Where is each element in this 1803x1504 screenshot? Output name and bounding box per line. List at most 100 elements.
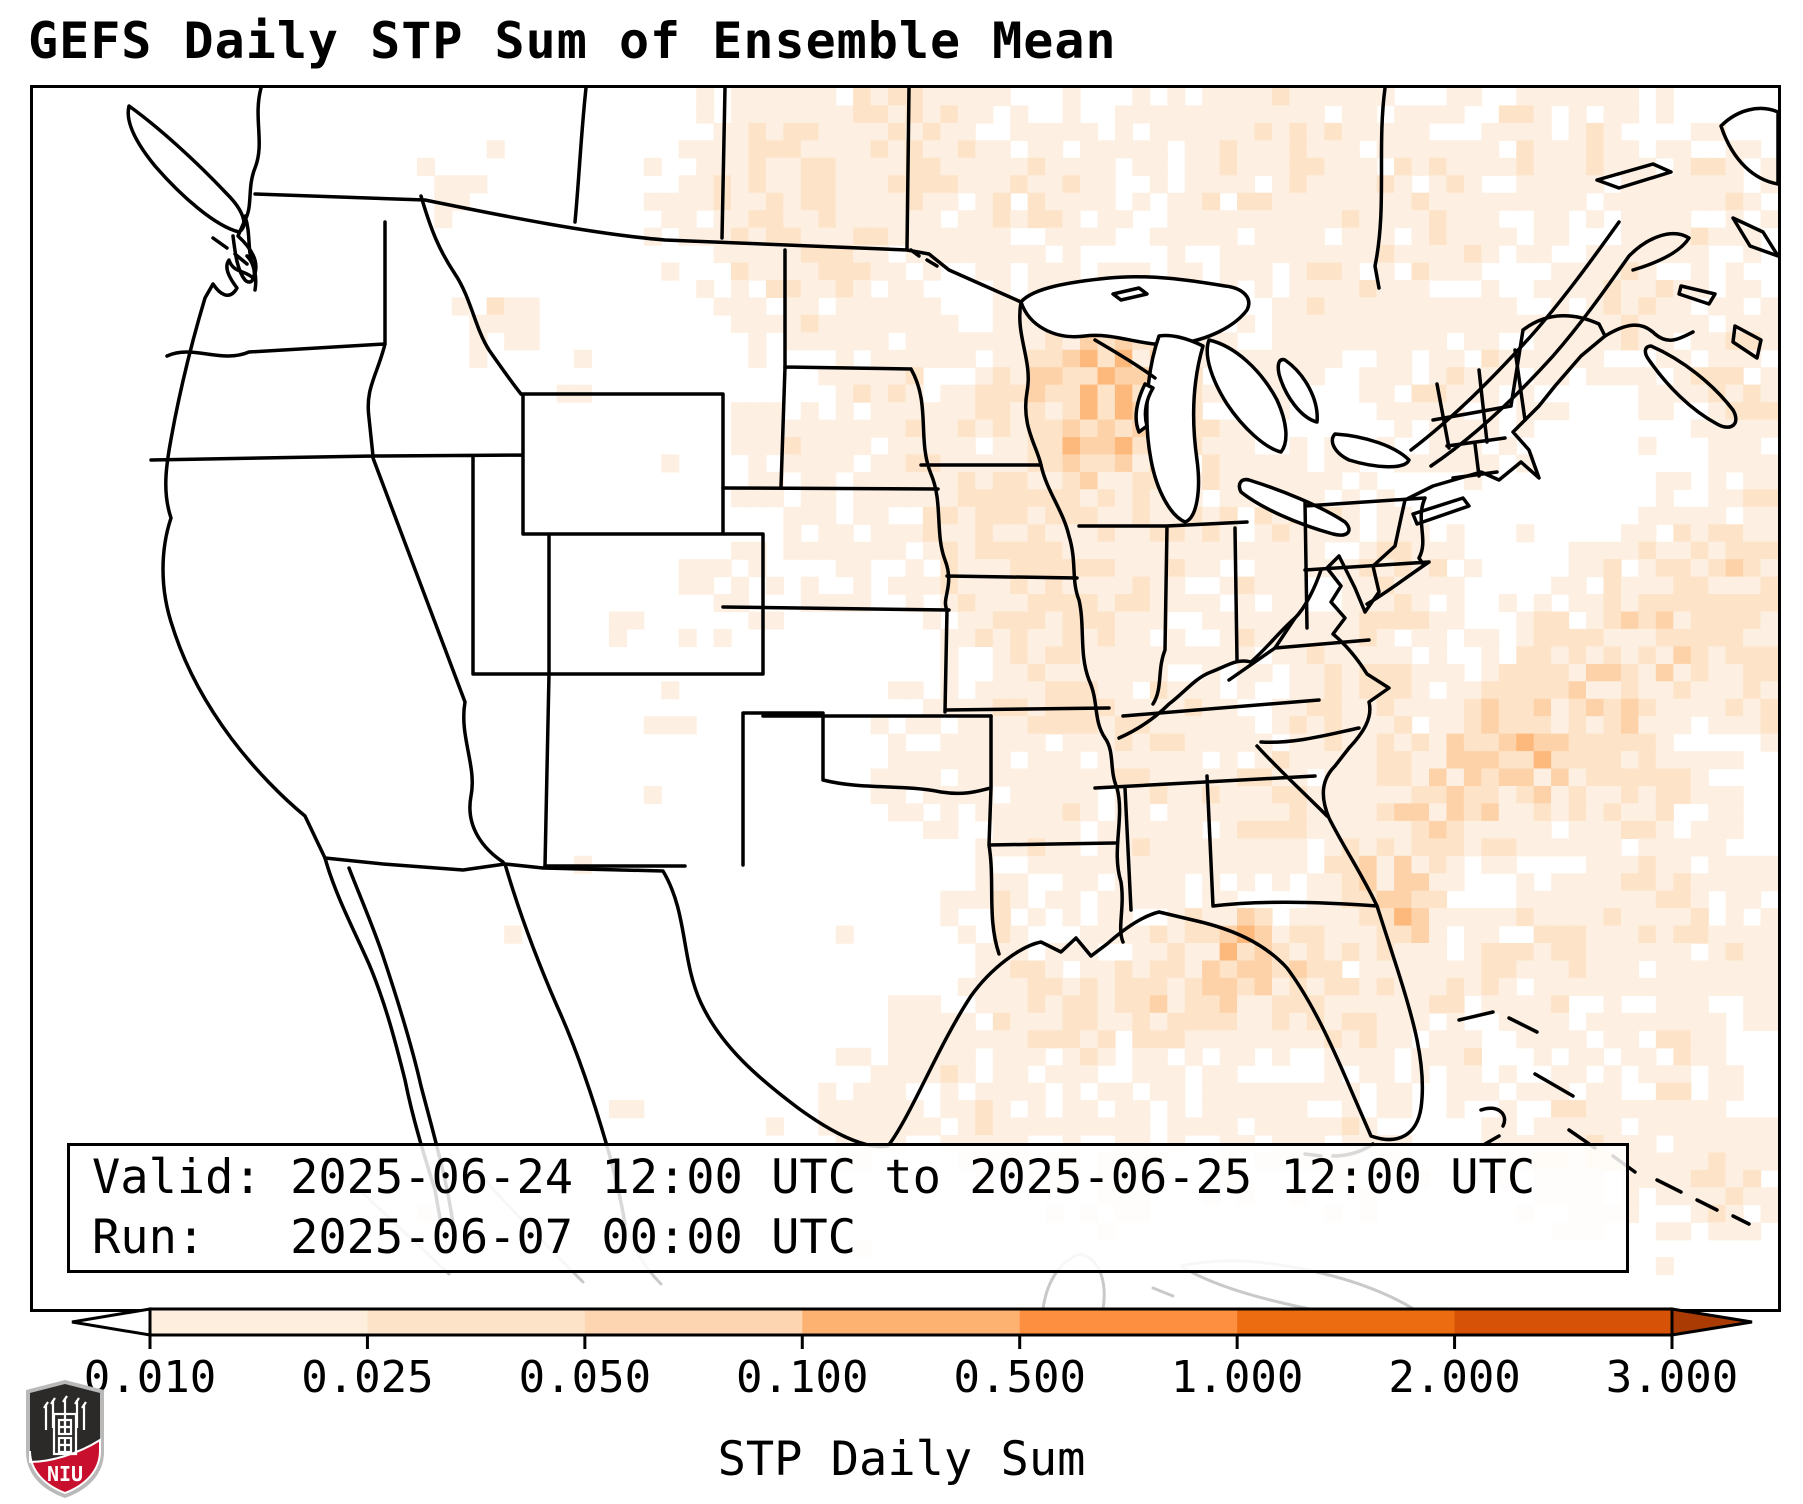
heatmap-cell: [1760, 873, 1778, 892]
heatmap-cell: [1080, 541, 1099, 560]
heatmap-cell: [661, 454, 680, 473]
heatmap-cell: [957, 122, 976, 141]
heatmap-cell: [888, 1012, 907, 1031]
heatmap-cell: [835, 402, 854, 421]
heatmap-cell: [905, 803, 924, 822]
heatmap-cell: [1080, 419, 1099, 438]
heatmap-cell: [1411, 786, 1430, 805]
heatmap-cell: [1027, 419, 1046, 438]
heatmap-cell: [1254, 820, 1273, 839]
heatmap-cell: [1376, 384, 1395, 403]
heatmap-cell: [1376, 820, 1395, 839]
heatmap-cell: [1114, 471, 1133, 490]
heatmap-cell: [1394, 175, 1413, 194]
heatmap-cell: [1725, 786, 1744, 805]
heatmap-cell: [1551, 1012, 1570, 1031]
heatmap-cell: [1202, 786, 1221, 805]
heatmap-cell: [1341, 157, 1360, 176]
heatmap-cell: [1045, 1065, 1064, 1084]
heatmap-cell: [888, 681, 907, 700]
heatmap-cell: [1080, 349, 1099, 368]
heatmap-cell: [975, 855, 994, 874]
heatmap-cell: [853, 210, 872, 229]
heatmap-cell: [1586, 541, 1605, 560]
heatmap-cell: [1463, 157, 1482, 176]
heatmap-cell: [992, 803, 1011, 822]
heatmap-cell: [835, 1100, 854, 1119]
heatmap-cell: [1533, 192, 1552, 211]
heatmap-cell: [1219, 1030, 1238, 1049]
heatmap-cell: [1132, 471, 1151, 490]
heatmap-cell: [1132, 349, 1151, 368]
heatmap-cell: [748, 227, 767, 246]
heatmap-cell: [1725, 908, 1744, 927]
heatmap-cell: [1341, 943, 1360, 962]
heatmap-cell: [888, 1065, 907, 1084]
heatmap-cell: [940, 698, 959, 717]
heatmap-cell: [1568, 192, 1587, 211]
heatmap-cell: [1498, 943, 1517, 962]
heatmap-cell: [1446, 524, 1465, 543]
heatmap-cell: [1324, 890, 1343, 909]
heatmap-cell: [1219, 786, 1238, 805]
heatmap-cell: [1062, 454, 1081, 473]
heatmap-cell: [1638, 297, 1657, 316]
heatmap-cell: [416, 157, 435, 176]
heatmap-cell: [1376, 1012, 1395, 1031]
heatmap-cell: [818, 437, 837, 456]
heatmap-cell: [1411, 611, 1430, 630]
heatmap-cell: [1481, 314, 1500, 333]
heatmap-cell: [1376, 349, 1395, 368]
heatmap-cell: [992, 332, 1011, 351]
heatmap-cell: [1516, 786, 1535, 805]
heatmap-cell: [1690, 681, 1709, 700]
heatmap-cell: [1184, 855, 1203, 874]
heatmap-cell: [835, 541, 854, 560]
heatmap-cell: [1306, 105, 1325, 124]
heatmap-cell: [1429, 890, 1448, 909]
heatmap-cell: [1603, 1030, 1622, 1049]
heatmap-cell: [1097, 192, 1116, 211]
heatmap-cell: [1045, 1030, 1064, 1049]
heatmap-cell: [1324, 908, 1343, 927]
heatmap-cell: [922, 227, 941, 246]
heatmap-cell: [1603, 594, 1622, 613]
heatmap-cell: [1219, 646, 1238, 665]
heatmap-cell: [957, 227, 976, 246]
heatmap-cell: [1149, 995, 1168, 1014]
heatmap-cell: [940, 1065, 959, 1084]
heatmap-cell: [992, 908, 1011, 927]
heatmap-cell: [1080, 960, 1099, 979]
heatmap-cell: [1429, 227, 1448, 246]
heatmap-cell: [1516, 873, 1535, 892]
heatmap-cell: [1359, 105, 1378, 124]
heatmap-cell: [835, 349, 854, 368]
heatmap-cell: [870, 105, 889, 124]
heatmap-cell: [1097, 227, 1116, 246]
heatmap-cell: [1551, 925, 1570, 944]
heatmap-cell: [922, 576, 941, 595]
heatmap-cell: [1586, 1082, 1605, 1101]
heatmap-cell: [957, 925, 976, 944]
heatmap-cell: [992, 838, 1011, 857]
heatmap-cell: [1202, 1082, 1221, 1101]
heatmap-cell: [1184, 559, 1203, 578]
heatmap-cell: [940, 733, 959, 752]
heatmap-cell: [1272, 803, 1291, 822]
heatmap-cell: [1621, 332, 1640, 351]
heatmap-cell: [1463, 908, 1482, 927]
heatmap-cell: [1481, 925, 1500, 944]
heatmap-cell: [1272, 245, 1291, 264]
heatmap-cell: [1760, 663, 1778, 682]
heatmap-cell: [818, 175, 837, 194]
heatmap-cell: [1114, 384, 1133, 403]
heatmap-cell: [853, 419, 872, 438]
heatmap-cell: [1568, 698, 1587, 717]
heatmap-cell: [1446, 314, 1465, 333]
heatmap-cell: [940, 506, 959, 525]
heatmap-cell: [1219, 768, 1238, 787]
heatmap-cell: [1254, 262, 1273, 281]
heatmap-cell: [1551, 663, 1570, 682]
heatmap-cell: [940, 122, 959, 141]
heatmap-cell: [1760, 698, 1778, 717]
